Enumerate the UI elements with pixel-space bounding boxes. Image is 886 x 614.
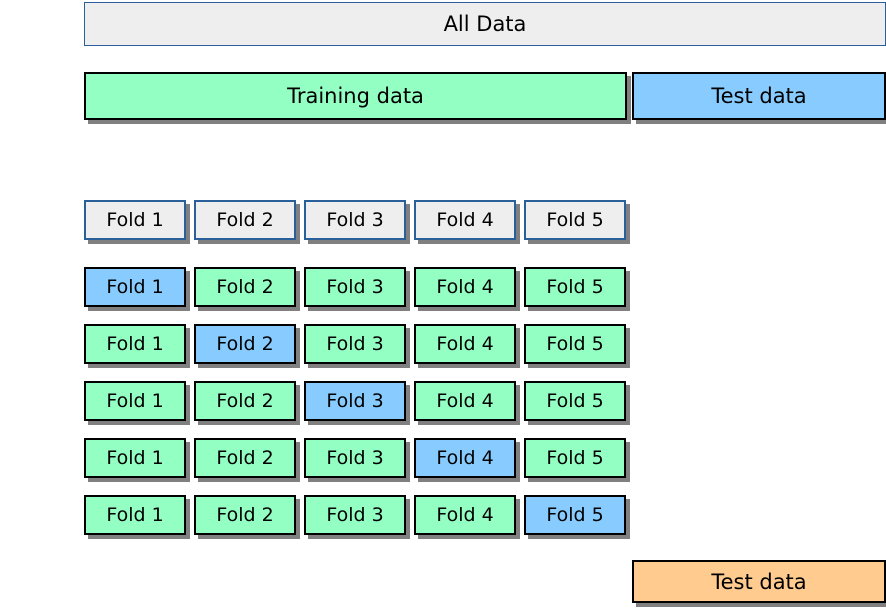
fold-label: Fold 3 xyxy=(304,324,406,364)
fold-label: Fold 4 xyxy=(414,381,516,421)
fold-label: Fold 5 xyxy=(524,381,626,421)
fold-label: Fold 3 xyxy=(304,267,406,307)
fold-cell-r2-c0: Fold 1 xyxy=(84,324,186,364)
fold-cell-r5-c0: Fold 1 xyxy=(84,495,186,535)
fold-label: Fold 2 xyxy=(194,200,296,240)
fold-label: Fold 4 xyxy=(414,200,516,240)
fold-cell-r4-c4: Fold 5 xyxy=(524,438,626,478)
fold-cell-r5-c2: Fold 3 xyxy=(304,495,406,535)
fold-cell-r5-c3: Fold 4 xyxy=(414,495,516,535)
fold-cell-r0-c3: Fold 4 xyxy=(414,200,516,240)
fold-cell-r4-c3: Fold 4 xyxy=(414,438,516,478)
fold-label: Fold 1 xyxy=(84,267,186,307)
all-data-box: All Data xyxy=(84,2,886,46)
fold-cell-r3-c4: Fold 5 xyxy=(524,381,626,421)
all-data-label: All Data xyxy=(84,2,886,46)
fold-label: Fold 3 xyxy=(304,495,406,535)
fold-label: Fold 3 xyxy=(304,200,406,240)
fold-cell-r3-c2: Fold 3 xyxy=(304,381,406,421)
fold-label: Fold 2 xyxy=(194,495,296,535)
training-data-label: Training data xyxy=(84,72,627,120)
fold-cell-r3-c1: Fold 2 xyxy=(194,381,296,421)
fold-cell-r4-c1: Fold 2 xyxy=(194,438,296,478)
fold-label: Fold 2 xyxy=(194,267,296,307)
fold-label: Fold 5 xyxy=(524,495,626,535)
fold-label: Fold 5 xyxy=(524,200,626,240)
fold-label: Fold 2 xyxy=(194,324,296,364)
fold-cell-r2-c4: Fold 5 xyxy=(524,324,626,364)
fold-label: Fold 4 xyxy=(414,324,516,364)
fold-label: Fold 3 xyxy=(304,438,406,478)
fold-cell-r0-c1: Fold 2 xyxy=(194,200,296,240)
fold-label: Fold 3 xyxy=(304,381,406,421)
fold-cell-r5-c4: Fold 5 xyxy=(524,495,626,535)
fold-cell-r2-c3: Fold 4 xyxy=(414,324,516,364)
fold-cell-r0-c0: Fold 1 xyxy=(84,200,186,240)
fold-cell-r4-c2: Fold 3 xyxy=(304,438,406,478)
fold-label: Fold 5 xyxy=(524,324,626,364)
fold-cell-r1-c0: Fold 1 xyxy=(84,267,186,307)
fold-label: Fold 2 xyxy=(194,438,296,478)
fold-cell-r1-c3: Fold 4 xyxy=(414,267,516,307)
test-data-top-box: Test data xyxy=(632,72,886,120)
fold-label: Fold 1 xyxy=(84,438,186,478)
test-data-bottom-label: Test data xyxy=(632,560,886,603)
fold-label: Fold 4 xyxy=(414,267,516,307)
fold-cell-r0-c2: Fold 3 xyxy=(304,200,406,240)
test-data-top-label: Test data xyxy=(632,72,886,120)
fold-label: Fold 4 xyxy=(414,495,516,535)
fold-cell-r2-c1: Fold 2 xyxy=(194,324,296,364)
fold-cell-r3-c3: Fold 4 xyxy=(414,381,516,421)
fold-cell-r1-c4: Fold 5 xyxy=(524,267,626,307)
fold-cell-r4-c0: Fold 1 xyxy=(84,438,186,478)
fold-label: Fold 1 xyxy=(84,495,186,535)
fold-label: Fold 4 xyxy=(414,438,516,478)
fold-label: Fold 1 xyxy=(84,381,186,421)
fold-cell-r5-c1: Fold 2 xyxy=(194,495,296,535)
fold-label: Fold 5 xyxy=(524,267,626,307)
fold-cell-r3-c0: Fold 1 xyxy=(84,381,186,421)
fold-cell-r1-c2: Fold 3 xyxy=(304,267,406,307)
fold-label: Fold 2 xyxy=(194,381,296,421)
test-data-bottom-box: Test data xyxy=(632,560,886,603)
fold-cell-r1-c1: Fold 2 xyxy=(194,267,296,307)
cv-diagram: All DataTraining dataTest dataFold 1Fold… xyxy=(0,0,886,614)
fold-label: Fold 5 xyxy=(524,438,626,478)
fold-cell-r2-c2: Fold 3 xyxy=(304,324,406,364)
fold-label: Fold 1 xyxy=(84,324,186,364)
fold-label: Fold 1 xyxy=(84,200,186,240)
training-data-box: Training data xyxy=(84,72,627,120)
fold-cell-r0-c4: Fold 5 xyxy=(524,200,626,240)
